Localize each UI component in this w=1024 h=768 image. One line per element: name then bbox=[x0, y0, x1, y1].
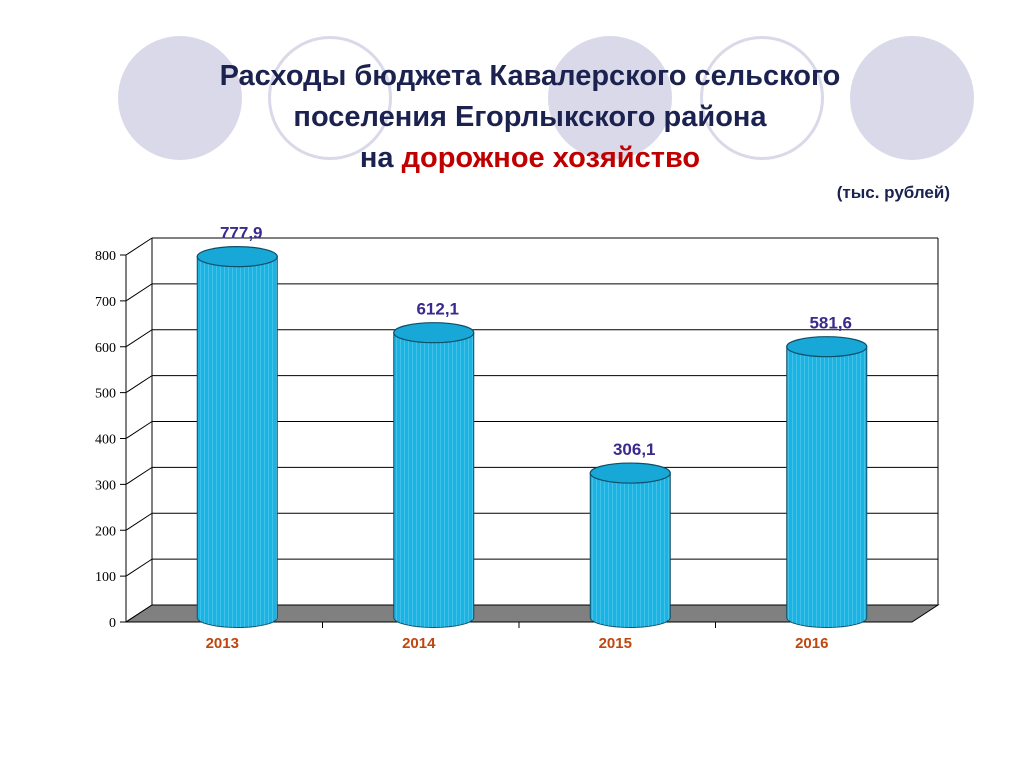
title-line-3-prefix: на bbox=[359, 142, 402, 174]
value-label: 612,1 bbox=[416, 300, 459, 319]
y-tick-label: 0 bbox=[109, 616, 116, 631]
title-line-1: Расходы бюджета Кавалерского сельского bbox=[219, 60, 841, 92]
side-gridline bbox=[125, 283, 153, 302]
decor-ring-2 bbox=[700, 36, 824, 160]
y-tick-label: 700 bbox=[95, 295, 116, 310]
y-tick-label: 200 bbox=[95, 524, 116, 539]
bar-top bbox=[196, 246, 278, 268]
category-label: 2014 bbox=[402, 635, 436, 652]
y-tick-label: 500 bbox=[95, 387, 116, 402]
bar-shading bbox=[786, 346, 867, 628]
units-label: (тыс. рублей) bbox=[836, 183, 950, 202]
y-tick-label: 100 bbox=[95, 570, 116, 585]
title-line-3: на дорожное хозяйство bbox=[110, 138, 950, 179]
category-label: 2013 bbox=[206, 635, 239, 652]
value-label: 777,9 bbox=[220, 224, 263, 243]
bar-top bbox=[589, 462, 671, 484]
y-tick-label: 300 bbox=[95, 478, 116, 493]
value-label: 306,1 bbox=[613, 440, 656, 459]
side-gridline bbox=[125, 375, 153, 394]
bar-top bbox=[393, 322, 475, 344]
y-tick-label: 600 bbox=[95, 341, 116, 356]
y-tick-label: 800 bbox=[95, 249, 116, 264]
title-line-2: поселения Егорлыкского района bbox=[293, 101, 767, 133]
title-accent: дорожное хозяйство bbox=[401, 142, 701, 174]
category-label: 2015 bbox=[599, 635, 632, 652]
side-gridline bbox=[125, 237, 153, 256]
side-gridline bbox=[125, 329, 153, 348]
side-gridline bbox=[125, 421, 153, 439]
category-label: 2016 bbox=[795, 635, 828, 652]
side-gridline bbox=[125, 466, 153, 485]
side-gridline bbox=[125, 558, 153, 577]
decor-circle-1 bbox=[118, 36, 242, 160]
y-tick-label: 400 bbox=[95, 433, 116, 448]
decor-ring-1 bbox=[268, 36, 392, 160]
bar-shading bbox=[197, 256, 278, 628]
decor-circle-3 bbox=[850, 36, 974, 160]
value-label: 581,6 bbox=[809, 314, 852, 333]
bar-shading bbox=[393, 332, 474, 628]
bar-top bbox=[786, 336, 868, 358]
side-gridline bbox=[125, 512, 153, 531]
bar-shading bbox=[590, 473, 671, 628]
decor-circle-2 bbox=[548, 36, 672, 160]
chart-title: Расходы бюджета Кавалерского сельского п… bbox=[110, 56, 950, 179]
